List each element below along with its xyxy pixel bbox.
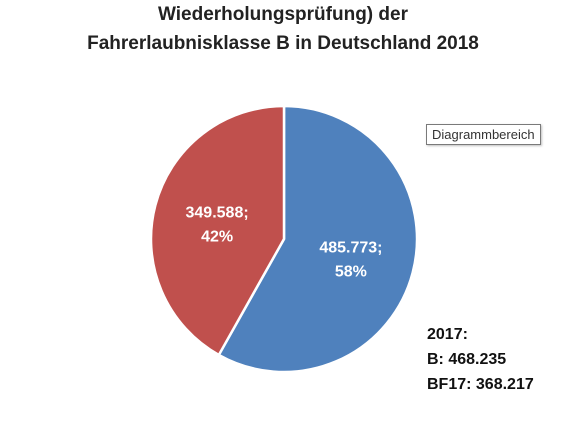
pie-slice-1[interactable] bbox=[149, 104, 286, 357]
note-line-bf17: BF17: 368.217 bbox=[427, 376, 534, 393]
chart-title-line-1: Wiederholungsprüfung) der bbox=[158, 4, 408, 25]
chart-area-tooltip: Diagrammbereich bbox=[426, 124, 541, 145]
note-line-year: 2017: bbox=[427, 326, 468, 343]
chart-title-line-2: Fahrerlaubnisklasse B in Deutschland 201… bbox=[87, 33, 479, 54]
note-line-b: B: 468.235 bbox=[427, 351, 507, 368]
slice-data-label-0-value: 485.773; bbox=[319, 240, 382, 257]
slice-data-label-0-percent: 58% bbox=[335, 264, 367, 281]
slice-data-label-1-percent: 42% bbox=[201, 228, 233, 245]
pie-slice-0[interactable] bbox=[217, 104, 419, 374]
slice-data-label-1-value: 349.588; bbox=[186, 204, 249, 221]
